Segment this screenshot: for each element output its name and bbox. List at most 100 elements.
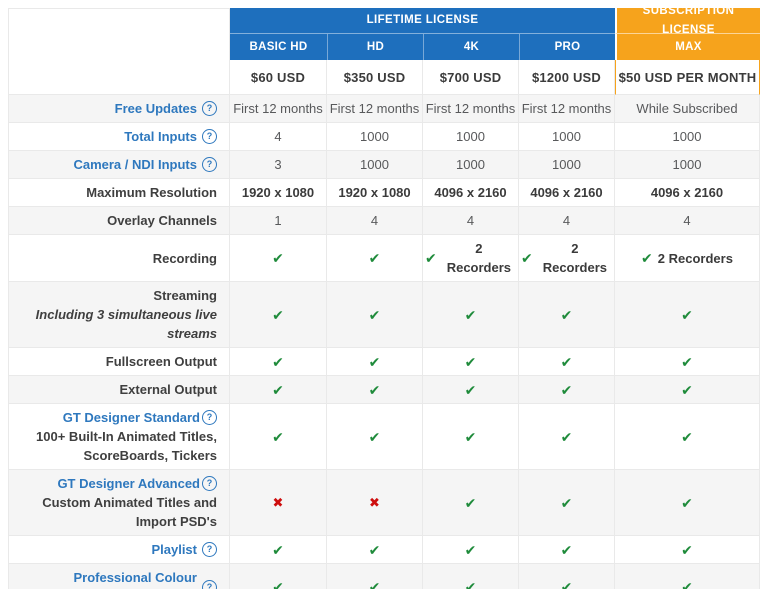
feature-value-cell: ✔ (327, 536, 423, 564)
feature-value-cell: ✔ (230, 282, 327, 348)
check-mark-icon: ✔ (681, 353, 693, 370)
feature-value-cell: ✔ (615, 376, 760, 404)
feature-value-cell: 1000 (615, 151, 760, 179)
feature-value-text: 1000 (672, 157, 702, 172)
feature-value-cell: 4 (519, 207, 615, 235)
feature-value-cell: ✖ (230, 470, 327, 536)
feature-sublabel: 100+ Built-In Animated Titles, (36, 429, 217, 444)
feature-value-cell: 4 (423, 207, 519, 235)
feature-value-text: 1920 x 1080 (338, 185, 411, 200)
feature-value-cell: ✔ (615, 536, 760, 564)
feature-value-cell: ✔ (519, 470, 615, 536)
feature-value-text: 4 (274, 129, 282, 144)
feature-label-cell-fullscreen-output: Fullscreen Output (8, 348, 230, 376)
feature-value-cell: First 12 months (230, 95, 327, 123)
feature-value-text: 3 (274, 157, 282, 172)
feature-label-cell-overlay-channels: Overlay Channels (8, 207, 230, 235)
check-mark-icon: ✔ (272, 381, 284, 398)
feature-label-gt-designer-advanced[interactable]: GT Designer Advanced? (57, 474, 217, 493)
feature-value-cell: ✔ (615, 282, 760, 348)
feature-value-cell: ✔ (519, 376, 615, 404)
check-mark-icon: ✔ (272, 306, 284, 323)
help-icon[interactable]: ? (202, 129, 217, 144)
feature-value-text: First 12 months (521, 101, 612, 116)
check-mark-icon: ✔ (272, 428, 284, 445)
help-icon[interactable]: ? (202, 101, 217, 116)
edition-header-basic-hd: BASIC HD (230, 34, 327, 60)
feature-value-cell: ✔ (423, 536, 519, 564)
feature-label-recording: Recording (152, 250, 217, 266)
feature-value-cell: 3 (230, 151, 327, 179)
check-mark-icon: ✔ (560, 353, 573, 370)
feature-sublabel: ScoreBoards, Tickers (83, 448, 217, 463)
check-mark-icon: ✔ (681, 306, 693, 323)
check-mark-icon: ✔ (464, 541, 477, 558)
feature-value-cell: 1000 (519, 123, 615, 151)
check-mark-icon: ✔ (464, 353, 477, 370)
feature-value-cell: 1 (230, 207, 327, 235)
help-icon[interactable]: ? (202, 579, 217, 589)
feature-value-cell: ✔ (423, 348, 519, 376)
help-icon[interactable]: ? (202, 542, 217, 557)
feature-value-cell: 4 (615, 207, 760, 235)
feature-value-text: First 12 months (233, 101, 323, 116)
feature-sublabel: Including 3 simultaneous live streams (35, 307, 217, 341)
feature-value-cell: ✔ 2 Recorders (519, 235, 615, 282)
check-mark-icon: ✔ (560, 579, 573, 589)
feature-label-playlist[interactable]: Playlist? (151, 540, 217, 559)
edition-header-4k: 4K (423, 34, 519, 60)
feature-label-total-inputs[interactable]: Total Inputs? (124, 127, 217, 146)
feature-value-cell: ✔ (615, 348, 760, 376)
edition-header-hd: HD (327, 34, 423, 60)
pricing-table: LIFETIME LICENSE SUBSCRIPTION LICENSE BA… (8, 5, 760, 589)
check-mark-icon: ✔ (368, 579, 381, 589)
check-mark-icon: ✔ (464, 494, 477, 511)
feature-value-text: 4096 x 2160 (434, 185, 507, 200)
feature-value-cell: 4096 x 2160 (519, 179, 615, 207)
feature-value-text: 4 (370, 213, 379, 228)
feature-value-cell: ✔ (230, 348, 327, 376)
feature-value-text: 4 (562, 213, 571, 228)
check-mark-icon: ✔ (560, 428, 573, 445)
feature-value-cell: ✔ (519, 536, 615, 564)
feature-value-cell: ✔ (519, 404, 615, 470)
edition-header-pro: PRO (519, 34, 615, 60)
feature-label-external-output: External Output (119, 382, 217, 397)
feature-value-cell: ✔ (423, 404, 519, 470)
feature-value-cell: First 12 months (423, 95, 519, 123)
feature-value-cell: ✔ (615, 404, 760, 470)
feature-value-cell: ✖ (327, 470, 423, 536)
feature-value-cell: 4096 x 2160 (615, 179, 760, 207)
feature-value-cell: ✔ 2 Recorders (615, 235, 760, 282)
feature-value-cell: First 12 months (327, 95, 423, 123)
feature-label-cell-camera-ndi-inputs: Camera / NDI Inputs? (8, 151, 230, 179)
help-icon[interactable]: ? (202, 410, 217, 425)
license-group-subscription: SUBSCRIPTION LICENSE (615, 5, 760, 36)
feature-label-fullscreen-output: Fullscreen Output (105, 354, 217, 369)
feature-value-cell: 1000 (327, 123, 423, 151)
feature-label-gt-designer-standard[interactable]: GT Designer Standard? (63, 408, 217, 427)
feature-label-streaming: Streaming (153, 288, 217, 303)
feature-value-text: 1000 (456, 129, 485, 144)
check-mark-icon: ✔ (368, 306, 381, 323)
feature-value-cell: 4096 x 2160 (423, 179, 519, 207)
feature-value-cell: ✔ (230, 235, 327, 282)
feature-value-text: 1000 (360, 129, 389, 144)
feature-value-cell: ✔ (230, 564, 327, 589)
feature-value-cell: ✔ (519, 564, 615, 589)
check-mark-icon: ✔ (368, 428, 381, 445)
feature-value-text: 4 (466, 213, 475, 228)
feature-value-cell: ✔ (327, 564, 423, 589)
check-mark-icon: ✔ (272, 353, 284, 370)
feature-value-cell: ✔ (230, 404, 327, 470)
feature-value-text: 1920 x 1080 (241, 185, 315, 200)
help-icon[interactable]: ? (202, 157, 217, 172)
feature-label-camera-ndi-inputs[interactable]: Camera / NDI Inputs? (73, 155, 217, 174)
feature-value-cell: ✔ (423, 282, 519, 348)
price-cell-4k: $700 USD (423, 60, 519, 95)
help-icon[interactable]: ? (202, 476, 217, 491)
feature-label-free-updates[interactable]: Free Updates? (115, 99, 217, 118)
feature-value-text: 2 Recorders (446, 241, 512, 275)
feature-value-text: While Subscribed (636, 101, 738, 116)
feature-label-professional-colour-correction[interactable]: Professional Colour Correction? (15, 568, 217, 589)
